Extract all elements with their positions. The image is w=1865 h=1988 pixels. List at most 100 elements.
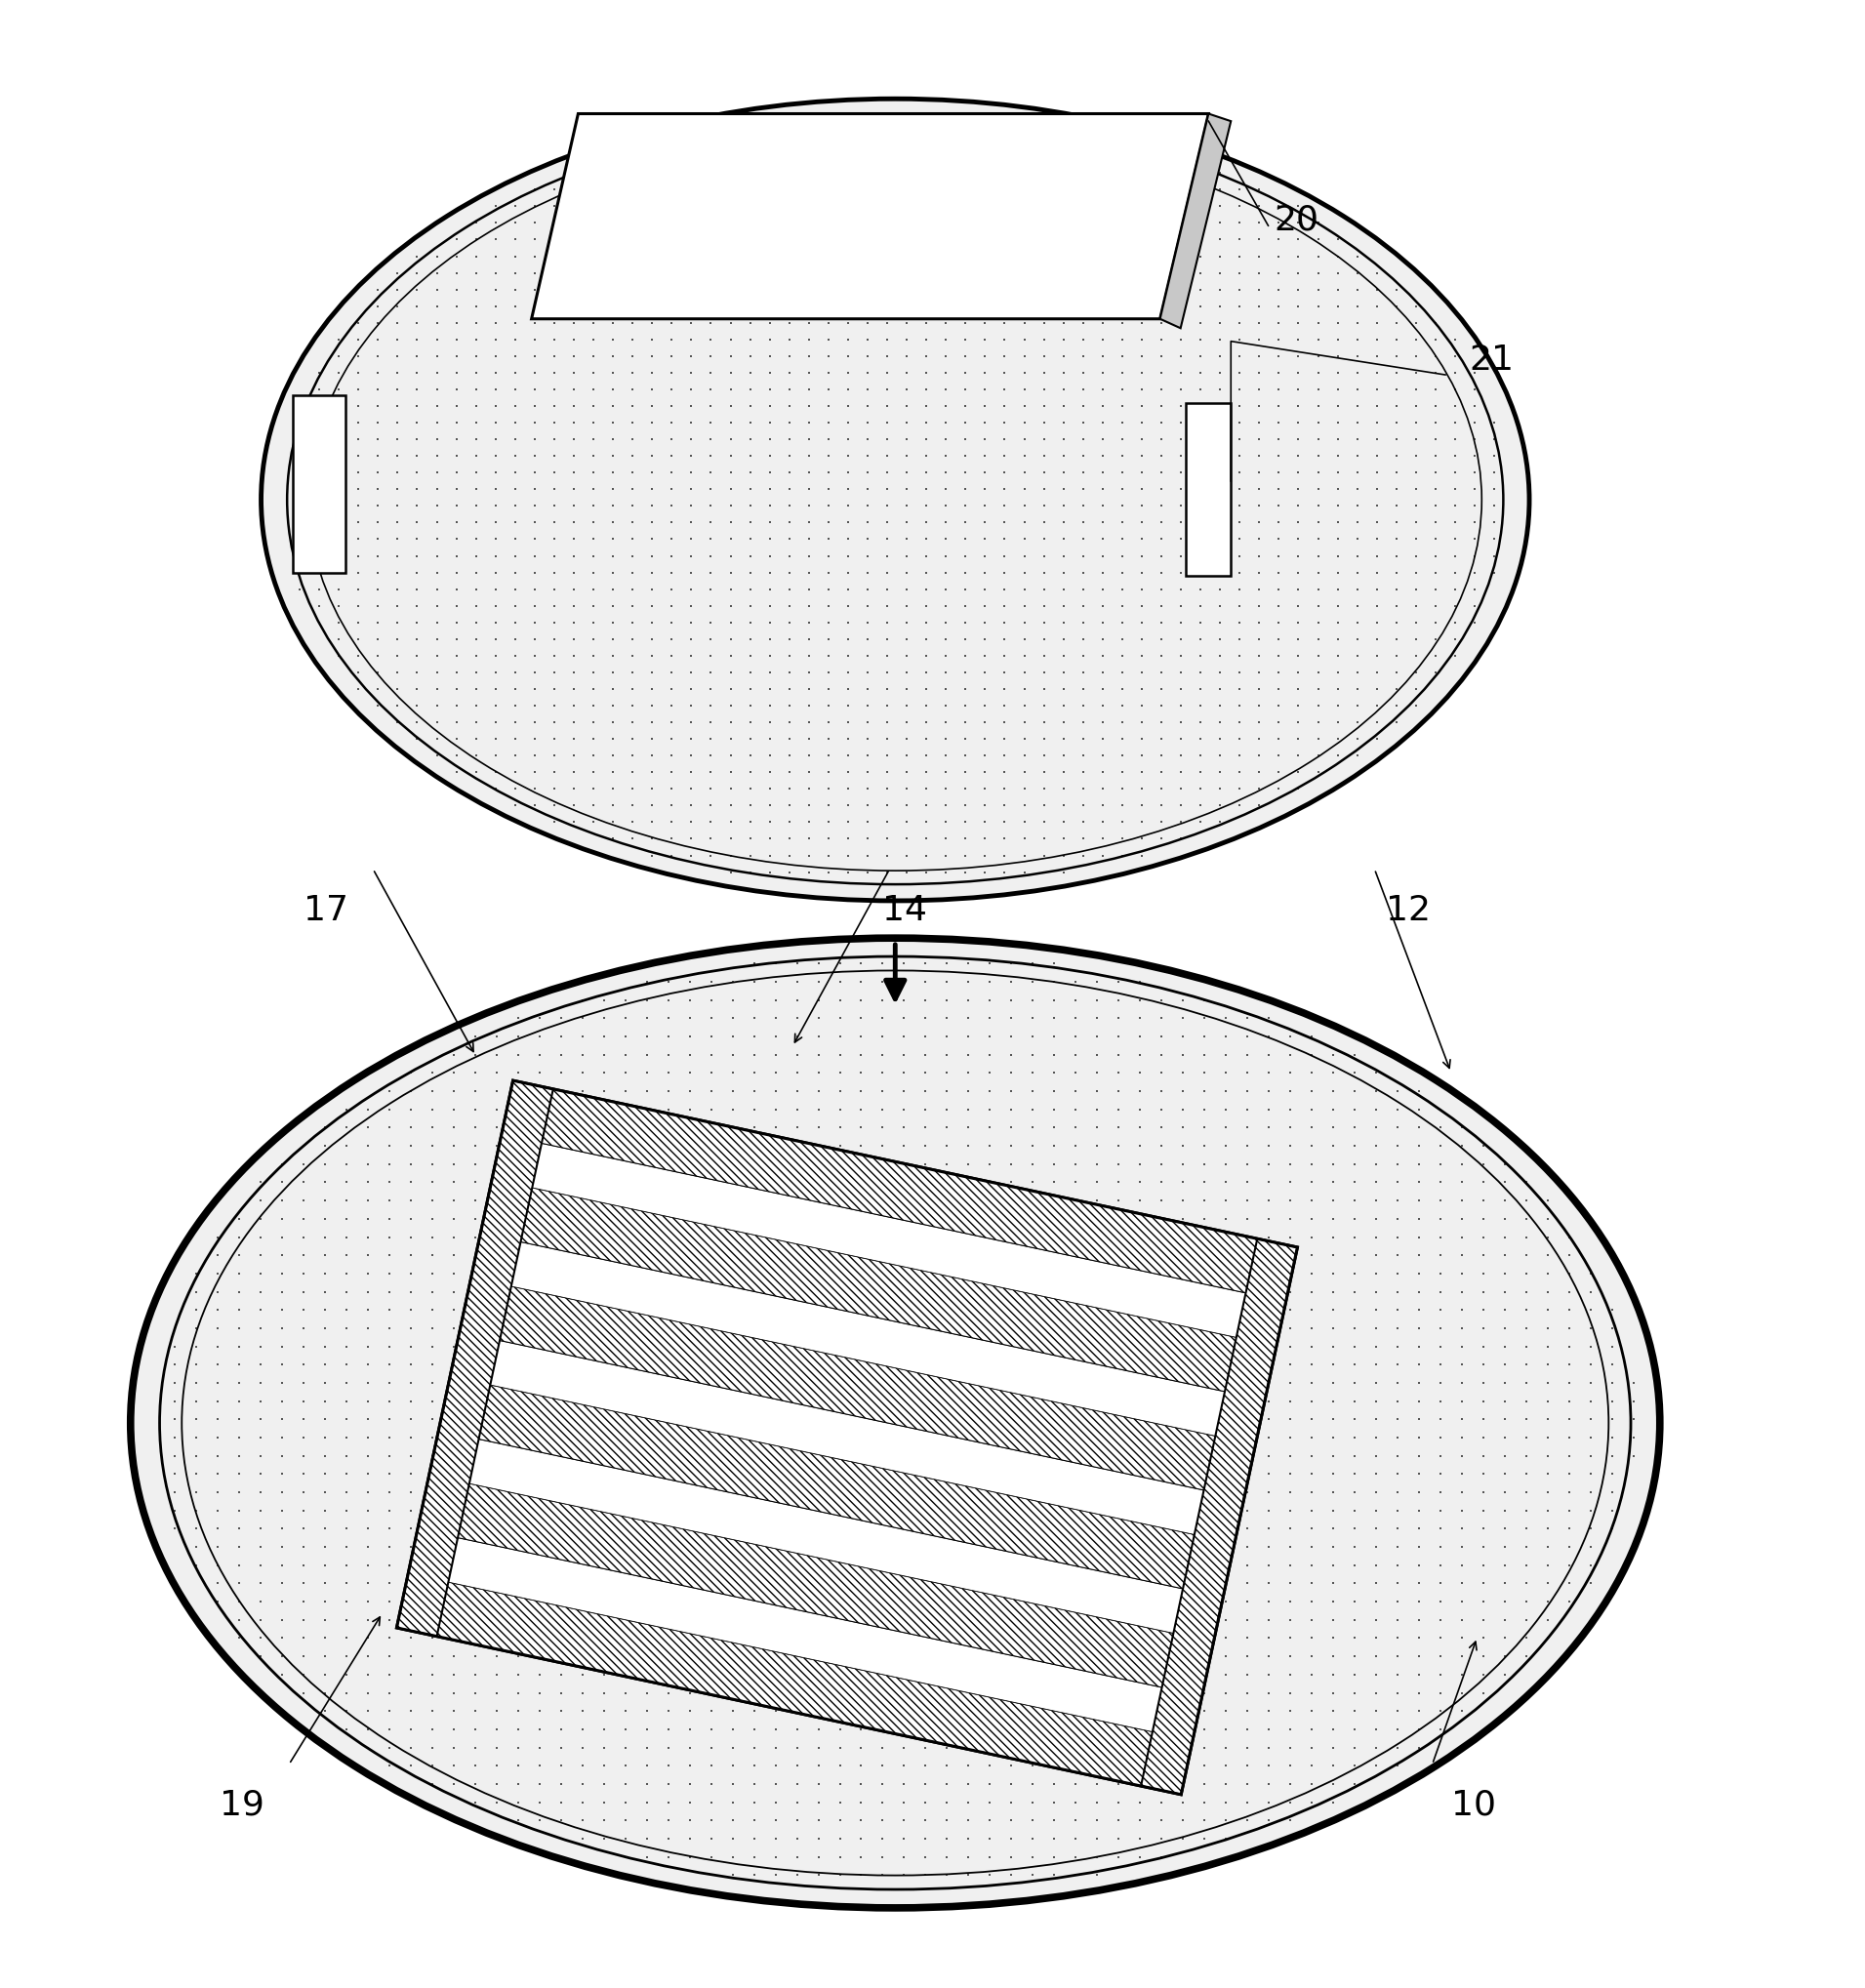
Point	[953, 1640, 983, 1672]
Point	[1225, 622, 1255, 654]
Point	[824, 1149, 854, 1181]
Point	[890, 1330, 919, 1362]
Point	[1382, 1167, 1412, 1199]
Point	[1186, 489, 1216, 521]
Point	[1401, 457, 1430, 489]
Point	[1018, 1622, 1048, 1654]
Point	[1425, 1549, 1455, 1580]
Point	[1304, 374, 1333, 406]
Point	[1029, 473, 1059, 505]
Point	[1167, 1823, 1197, 1855]
Point	[500, 390, 530, 421]
Point	[1126, 839, 1156, 871]
Point	[403, 306, 433, 338]
Point	[1339, 1622, 1369, 1654]
Point	[1104, 1622, 1134, 1654]
Point	[1233, 1567, 1263, 1598]
Point	[438, 1658, 468, 1690]
Point	[1082, 1076, 1112, 1107]
Point	[1361, 690, 1391, 722]
Point	[847, 1859, 877, 1891]
Point	[1361, 1732, 1391, 1763]
Point	[1233, 1696, 1263, 1728]
Point	[1210, 1294, 1240, 1326]
Point	[1029, 274, 1059, 306]
Point	[1339, 1312, 1369, 1344]
Point	[677, 789, 707, 821]
Point	[500, 423, 530, 455]
Point	[1210, 1676, 1240, 1708]
Point	[364, 290, 394, 322]
Point	[910, 1185, 940, 1217]
Point	[696, 123, 725, 155]
Point	[203, 1531, 233, 1563]
Point	[1404, 1276, 1434, 1308]
Point	[1126, 141, 1156, 173]
Point	[599, 223, 629, 254]
Point	[1147, 1640, 1177, 1672]
Point	[546, 1111, 576, 1143]
Point	[246, 1276, 276, 1308]
Point	[1029, 656, 1059, 688]
Point	[1319, 1330, 1348, 1362]
Point	[1319, 1586, 1348, 1618]
Point	[677, 590, 707, 622]
Point	[890, 1586, 919, 1618]
Point	[1190, 1622, 1220, 1654]
Point	[1082, 1185, 1112, 1217]
Point	[975, 1348, 1005, 1380]
Point	[1460, 557, 1490, 588]
Point	[524, 1696, 554, 1728]
Point	[267, 1622, 297, 1654]
Point	[1186, 706, 1216, 738]
Point	[1425, 1439, 1455, 1471]
Point	[718, 1531, 748, 1563]
Point	[403, 541, 433, 573]
Point	[1210, 1002, 1240, 1034]
Point	[332, 1513, 362, 1545]
Point	[289, 1276, 319, 1308]
Point	[560, 408, 589, 439]
Point	[1404, 1513, 1434, 1545]
Point	[1596, 1421, 1626, 1453]
Point	[332, 1658, 362, 1690]
Point	[1104, 1111, 1134, 1143]
Point	[589, 1002, 619, 1034]
Point	[1061, 1129, 1091, 1161]
Point	[1009, 123, 1039, 155]
Point	[567, 1093, 597, 1125]
Point	[1322, 507, 1352, 539]
Point	[931, 191, 960, 223]
Point	[246, 1604, 276, 1636]
Point	[975, 948, 1005, 980]
Point	[1468, 1567, 1498, 1598]
Point	[739, 1567, 768, 1598]
Point	[1233, 1604, 1263, 1636]
Point	[442, 390, 472, 421]
Point	[1210, 1404, 1240, 1435]
Point	[1244, 690, 1274, 722]
Point	[364, 408, 394, 439]
Point	[504, 1330, 533, 1362]
Point	[1104, 1421, 1134, 1453]
Point	[1447, 1348, 1477, 1380]
Point	[990, 207, 1020, 239]
Point	[1190, 1076, 1220, 1107]
Point	[160, 1404, 190, 1435]
Point	[352, 1276, 382, 1308]
Point	[867, 1404, 897, 1435]
Point	[716, 823, 746, 855]
Point	[834, 173, 863, 205]
Point	[852, 789, 882, 821]
Point	[332, 1404, 362, 1435]
Point	[1082, 1040, 1112, 1072]
Point	[325, 622, 354, 654]
Point	[461, 1368, 490, 1400]
Point	[951, 173, 981, 205]
Point	[847, 1040, 877, 1072]
Point	[735, 823, 765, 855]
Point	[890, 1368, 919, 1400]
Point	[1108, 606, 1138, 638]
Point	[794, 640, 824, 672]
Point	[1401, 541, 1430, 573]
